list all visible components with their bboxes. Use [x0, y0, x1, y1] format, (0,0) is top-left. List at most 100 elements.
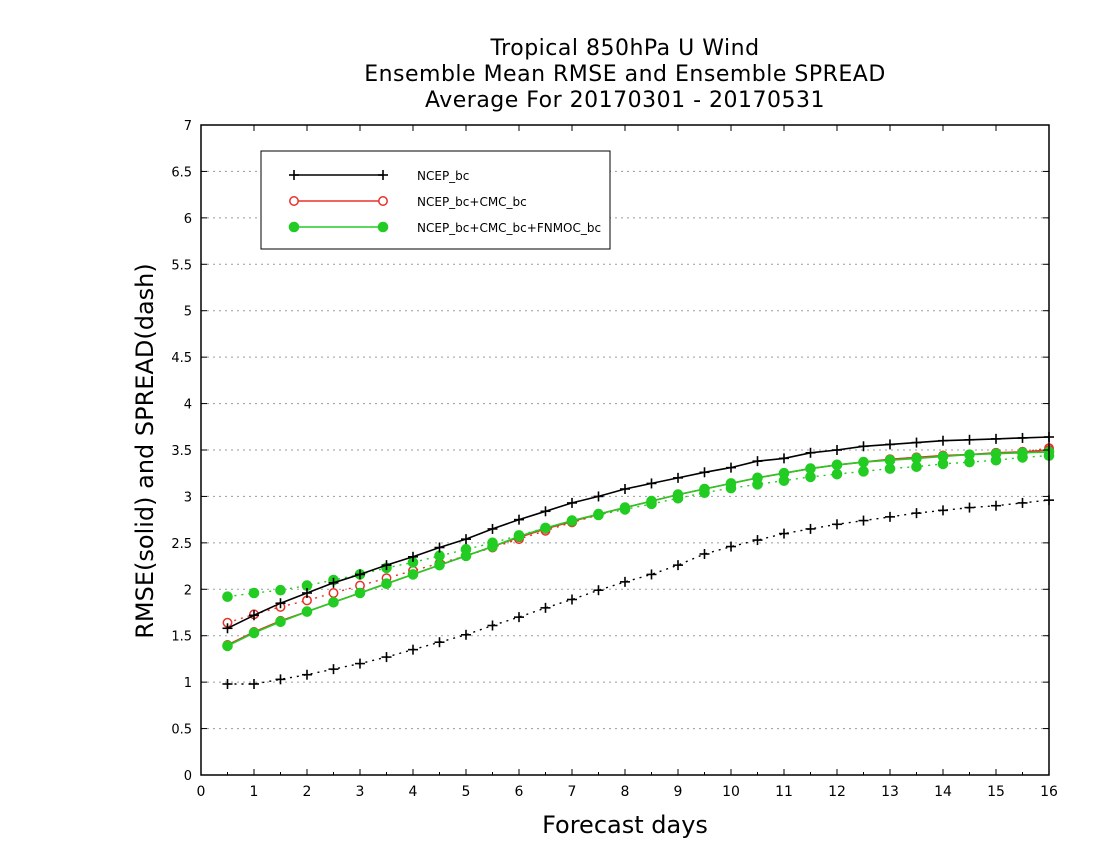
- marker-plus: [779, 528, 789, 539]
- marker-filled-circle: [911, 453, 922, 464]
- marker-plus: [567, 497, 577, 508]
- x-tick-label: 5: [462, 784, 471, 800]
- marker-plus: [540, 506, 551, 517]
- marker-filled-circle: [858, 466, 869, 477]
- marker-plus: [567, 594, 577, 605]
- marker-filled-circle: [275, 584, 286, 596]
- y-tick-label: 0.5: [171, 723, 192, 738]
- marker-filled-circle: [222, 640, 233, 652]
- x-tick-label: 7: [568, 784, 577, 800]
- marker-filled-circle: [725, 478, 737, 489]
- legend-box: [260, 150, 611, 250]
- marker-plus: [302, 669, 312, 680]
- series-spread-1: [222, 443, 1054, 628]
- marker-filled-circle: [1017, 447, 1028, 459]
- marker-plus: [487, 523, 498, 534]
- marker-plus: [328, 577, 339, 588]
- legend-label: NCEP_bc: [417, 169, 469, 183]
- x-tick-label: 14: [934, 784, 952, 800]
- marker-filled-circle: [858, 456, 869, 468]
- x-tick-label: 0: [197, 784, 206, 800]
- marker-plus: [752, 535, 763, 546]
- marker-plus: [1017, 432, 1028, 443]
- marker-plus: [938, 505, 948, 516]
- marker-plus: [938, 435, 948, 446]
- x-axis-label: Forecast days: [542, 811, 708, 839]
- marker-plus: [302, 588, 312, 598]
- series-spread-0: [222, 495, 1054, 689]
- y-tick-label: 6: [184, 212, 192, 227]
- y-tick-label: 2.5: [171, 537, 192, 552]
- marker-plus: [726, 462, 736, 473]
- marker-filled-circle: [805, 463, 816, 474]
- y-tick-label: 1: [184, 676, 192, 691]
- marker-plus: [779, 453, 789, 464]
- y-tick-label: 0: [184, 769, 192, 784]
- marker-plus: [381, 560, 392, 571]
- spread-line: [227, 499, 1050, 685]
- marker-filled-circle: [301, 606, 313, 617]
- marker-filled-circle: [619, 502, 631, 513]
- chart-title-line-3: Average For 20170301 - 20170531: [424, 88, 826, 113]
- marker-filled-circle: [778, 467, 790, 479]
- marker-plus: [991, 433, 1001, 444]
- legend: NCEP_bc NCEP_bc+CMC_bc NCEP_bc+CMC_bc+FNMO…: [260, 150, 611, 250]
- x-tick-label: 2: [303, 784, 312, 800]
- x-tick-label: 4: [409, 784, 418, 800]
- marker-plus: [858, 515, 869, 526]
- marker-plus: [726, 541, 736, 552]
- marker-filled-circle: [407, 569, 419, 580]
- rmse-line: [227, 449, 1050, 646]
- marker-plus: [593, 585, 604, 596]
- marker-filled-circle: [831, 468, 843, 480]
- marker-filled-circle: [460, 550, 472, 562]
- marker-plus: [620, 484, 630, 494]
- spread-line: [227, 454, 1050, 598]
- marker-plus: [991, 500, 1001, 511]
- y-tick-label: 5: [184, 305, 192, 320]
- marker-plus: [540, 602, 551, 613]
- marker-filled-circle: [288, 221, 300, 233]
- marker-open-circle: [289, 196, 299, 206]
- marker-open-circle: [378, 196, 388, 206]
- marker-plus: [222, 623, 233, 634]
- marker-filled-circle: [699, 483, 710, 495]
- marker-plus: [275, 674, 286, 685]
- marker-plus: [752, 456, 763, 467]
- y-tick-label: 3: [184, 490, 192, 505]
- marker-plus: [487, 620, 498, 631]
- marker-filled-circle: [884, 454, 896, 466]
- marker-filled-circle: [222, 591, 233, 603]
- marker-filled-circle: [990, 448, 1002, 460]
- marker-filled-circle: [381, 578, 392, 590]
- marker-filled-circle: [354, 587, 366, 599]
- marker-plus: [646, 569, 657, 580]
- legend-label: NCEP_bc+CMC_bc: [417, 195, 527, 209]
- marker-filled-circle: [275, 616, 286, 628]
- marker-plus: [805, 523, 816, 534]
- marker-plus: [911, 437, 922, 448]
- marker-filled-circle: [487, 541, 498, 552]
- marker-filled-circle: [248, 587, 260, 599]
- marker-plus: [275, 598, 286, 609]
- marker-plus: [699, 467, 710, 478]
- marker-plus: [858, 441, 869, 452]
- x-tick-label: 13: [881, 784, 899, 800]
- y-tick-label: 4.5: [171, 351, 192, 366]
- axes: 0 1 2 3 4 5 6 7 8 9 10 11 12 13 14 15 1600.511.522.533.5…: [171, 119, 1058, 800]
- marker-plus: [249, 610, 259, 621]
- series-rmse-1: [222, 445, 1054, 650]
- x-tick-label: 12: [828, 784, 846, 800]
- chart-title-line-2: Ensemble Mean RMSE and Ensemble SPREAD: [364, 62, 886, 87]
- marker-filled-circle: [672, 489, 684, 500]
- legend-item: NCEP_bc+CMC_bc: [289, 195, 527, 209]
- marker-plus: [514, 514, 524, 525]
- x-tick-label: 3: [356, 784, 365, 800]
- marker-plus: [593, 491, 604, 502]
- marker-open-circle: [328, 588, 339, 598]
- marker-plus: [381, 652, 392, 663]
- marker-filled-circle: [937, 451, 949, 462]
- marker-plus: [461, 534, 471, 545]
